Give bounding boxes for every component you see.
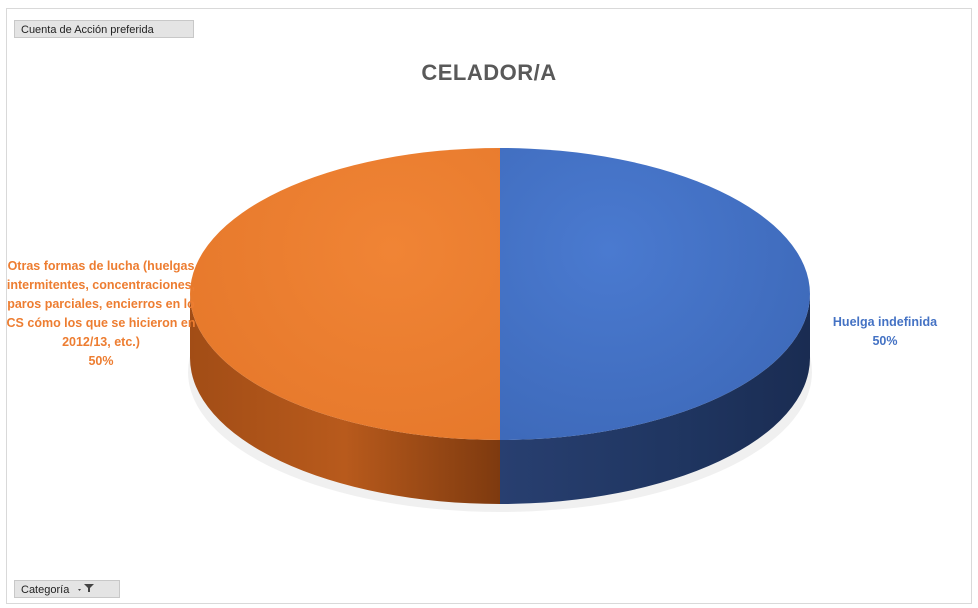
pie-slices bbox=[190, 148, 810, 504]
pie-slice-otras-formas-de-lucha[interactable] bbox=[190, 148, 500, 440]
data-label-value: 50% bbox=[88, 354, 114, 368]
pie-side-huelga-indefinida bbox=[500, 294, 810, 504]
value-field-button[interactable]: Cuenta de Acción preferida bbox=[14, 20, 194, 38]
data-label-otras-formas: Otras formas de lucha (huelgas intermite… bbox=[6, 257, 196, 371]
chart-title: CELADOR/A bbox=[421, 60, 557, 85]
data-label-huelga-indefinida: Huelga indefinida 50% bbox=[820, 313, 950, 351]
pie-slice-huelga-indefinida[interactable] bbox=[500, 148, 810, 440]
data-label-category: Otras formas de lucha (huelgas intermite… bbox=[6, 259, 196, 349]
pie-side-otras-formas-de-lucha bbox=[190, 294, 500, 504]
data-label-category: Huelga indefinida bbox=[832, 315, 938, 329]
data-label-value: 50% bbox=[872, 334, 898, 348]
filter-dropdown-icon[interactable] bbox=[78, 581, 96, 599]
axis-field-label: Categoría bbox=[21, 584, 70, 596]
value-field-label: Cuenta de Acción preferida bbox=[21, 24, 154, 36]
axis-field-button[interactable]: Categoría bbox=[14, 580, 120, 598]
